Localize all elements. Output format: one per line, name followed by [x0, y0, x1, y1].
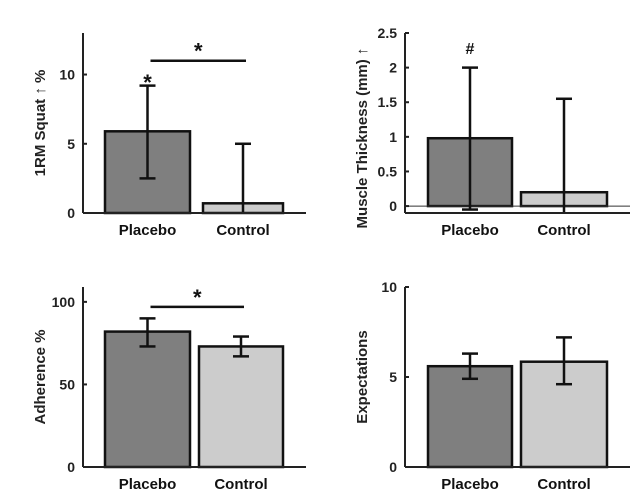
error-bar — [139, 317, 156, 348]
y-axis-label: 1RM Squat ↑ % — [32, 70, 49, 177]
y-tick-label: 2.5 — [378, 25, 398, 41]
error-bar — [556, 336, 572, 386]
y-axis-label: Muscle Thickness (mm) ↑ — [354, 48, 371, 229]
significance-marker: # — [466, 41, 475, 58]
x-tick-label: Placebo — [119, 222, 177, 239]
error-bar — [556, 97, 572, 213]
bar-placebo — [426, 364, 514, 469]
error-bar — [139, 84, 156, 180]
y-tick-label: 1 — [389, 129, 397, 145]
y-tick-label: 5 — [67, 136, 75, 152]
panel-3: 0 50 100 Placebo Control Adherence % * — [32, 285, 306, 493]
y-tick-label: 2 — [389, 60, 397, 76]
y-tick-label: 0.5 — [378, 163, 398, 179]
x-tick-label: Placebo — [441, 222, 499, 239]
error-bar — [233, 335, 249, 358]
y-tick-label: 10 — [381, 279, 397, 295]
significance-marker: * — [194, 39, 203, 64]
y-tick-label: 0 — [389, 198, 397, 214]
x-tick-label: Placebo — [119, 476, 177, 493]
y-tick-label: 100 — [52, 294, 76, 310]
x-tick-label: Control — [537, 222, 590, 239]
x-tick-label: Control — [537, 476, 590, 493]
bar-control — [197, 345, 285, 469]
y-tick-label: 0 — [67, 205, 75, 221]
y-tick-label: 50 — [59, 376, 75, 392]
y-tick-label: 0 — [67, 459, 75, 475]
panel-1: 0 5 10 Placebo Control 1RM Squat ↑ % * * — [32, 33, 306, 239]
x-tick-label: Control — [216, 222, 269, 239]
bar-placebo — [103, 330, 192, 469]
x-tick-label: Control — [214, 476, 267, 493]
panel-2: 0 0.5 1 1.5 2 2.5 Placebo Control Muscle Thickne… — [354, 25, 630, 239]
significance-marker: * — [193, 285, 202, 310]
y-axis-label: Adherence % — [32, 329, 49, 424]
y-tick-label: 1.5 — [378, 94, 398, 110]
y-tick-label: 0 — [389, 459, 397, 475]
y-tick-label: 10 — [59, 67, 75, 83]
error-bar — [235, 142, 251, 213]
error-bar — [462, 352, 478, 381]
error-bar — [462, 66, 478, 211]
x-tick-label: Placebo — [441, 476, 499, 493]
panel-4: 0 5 10 Placebo Control Expectations — [354, 279, 630, 493]
y-axis-label: Expectations — [354, 330, 371, 423]
significance-marker: * — [143, 70, 152, 95]
y-tick-label: 5 — [389, 369, 397, 385]
